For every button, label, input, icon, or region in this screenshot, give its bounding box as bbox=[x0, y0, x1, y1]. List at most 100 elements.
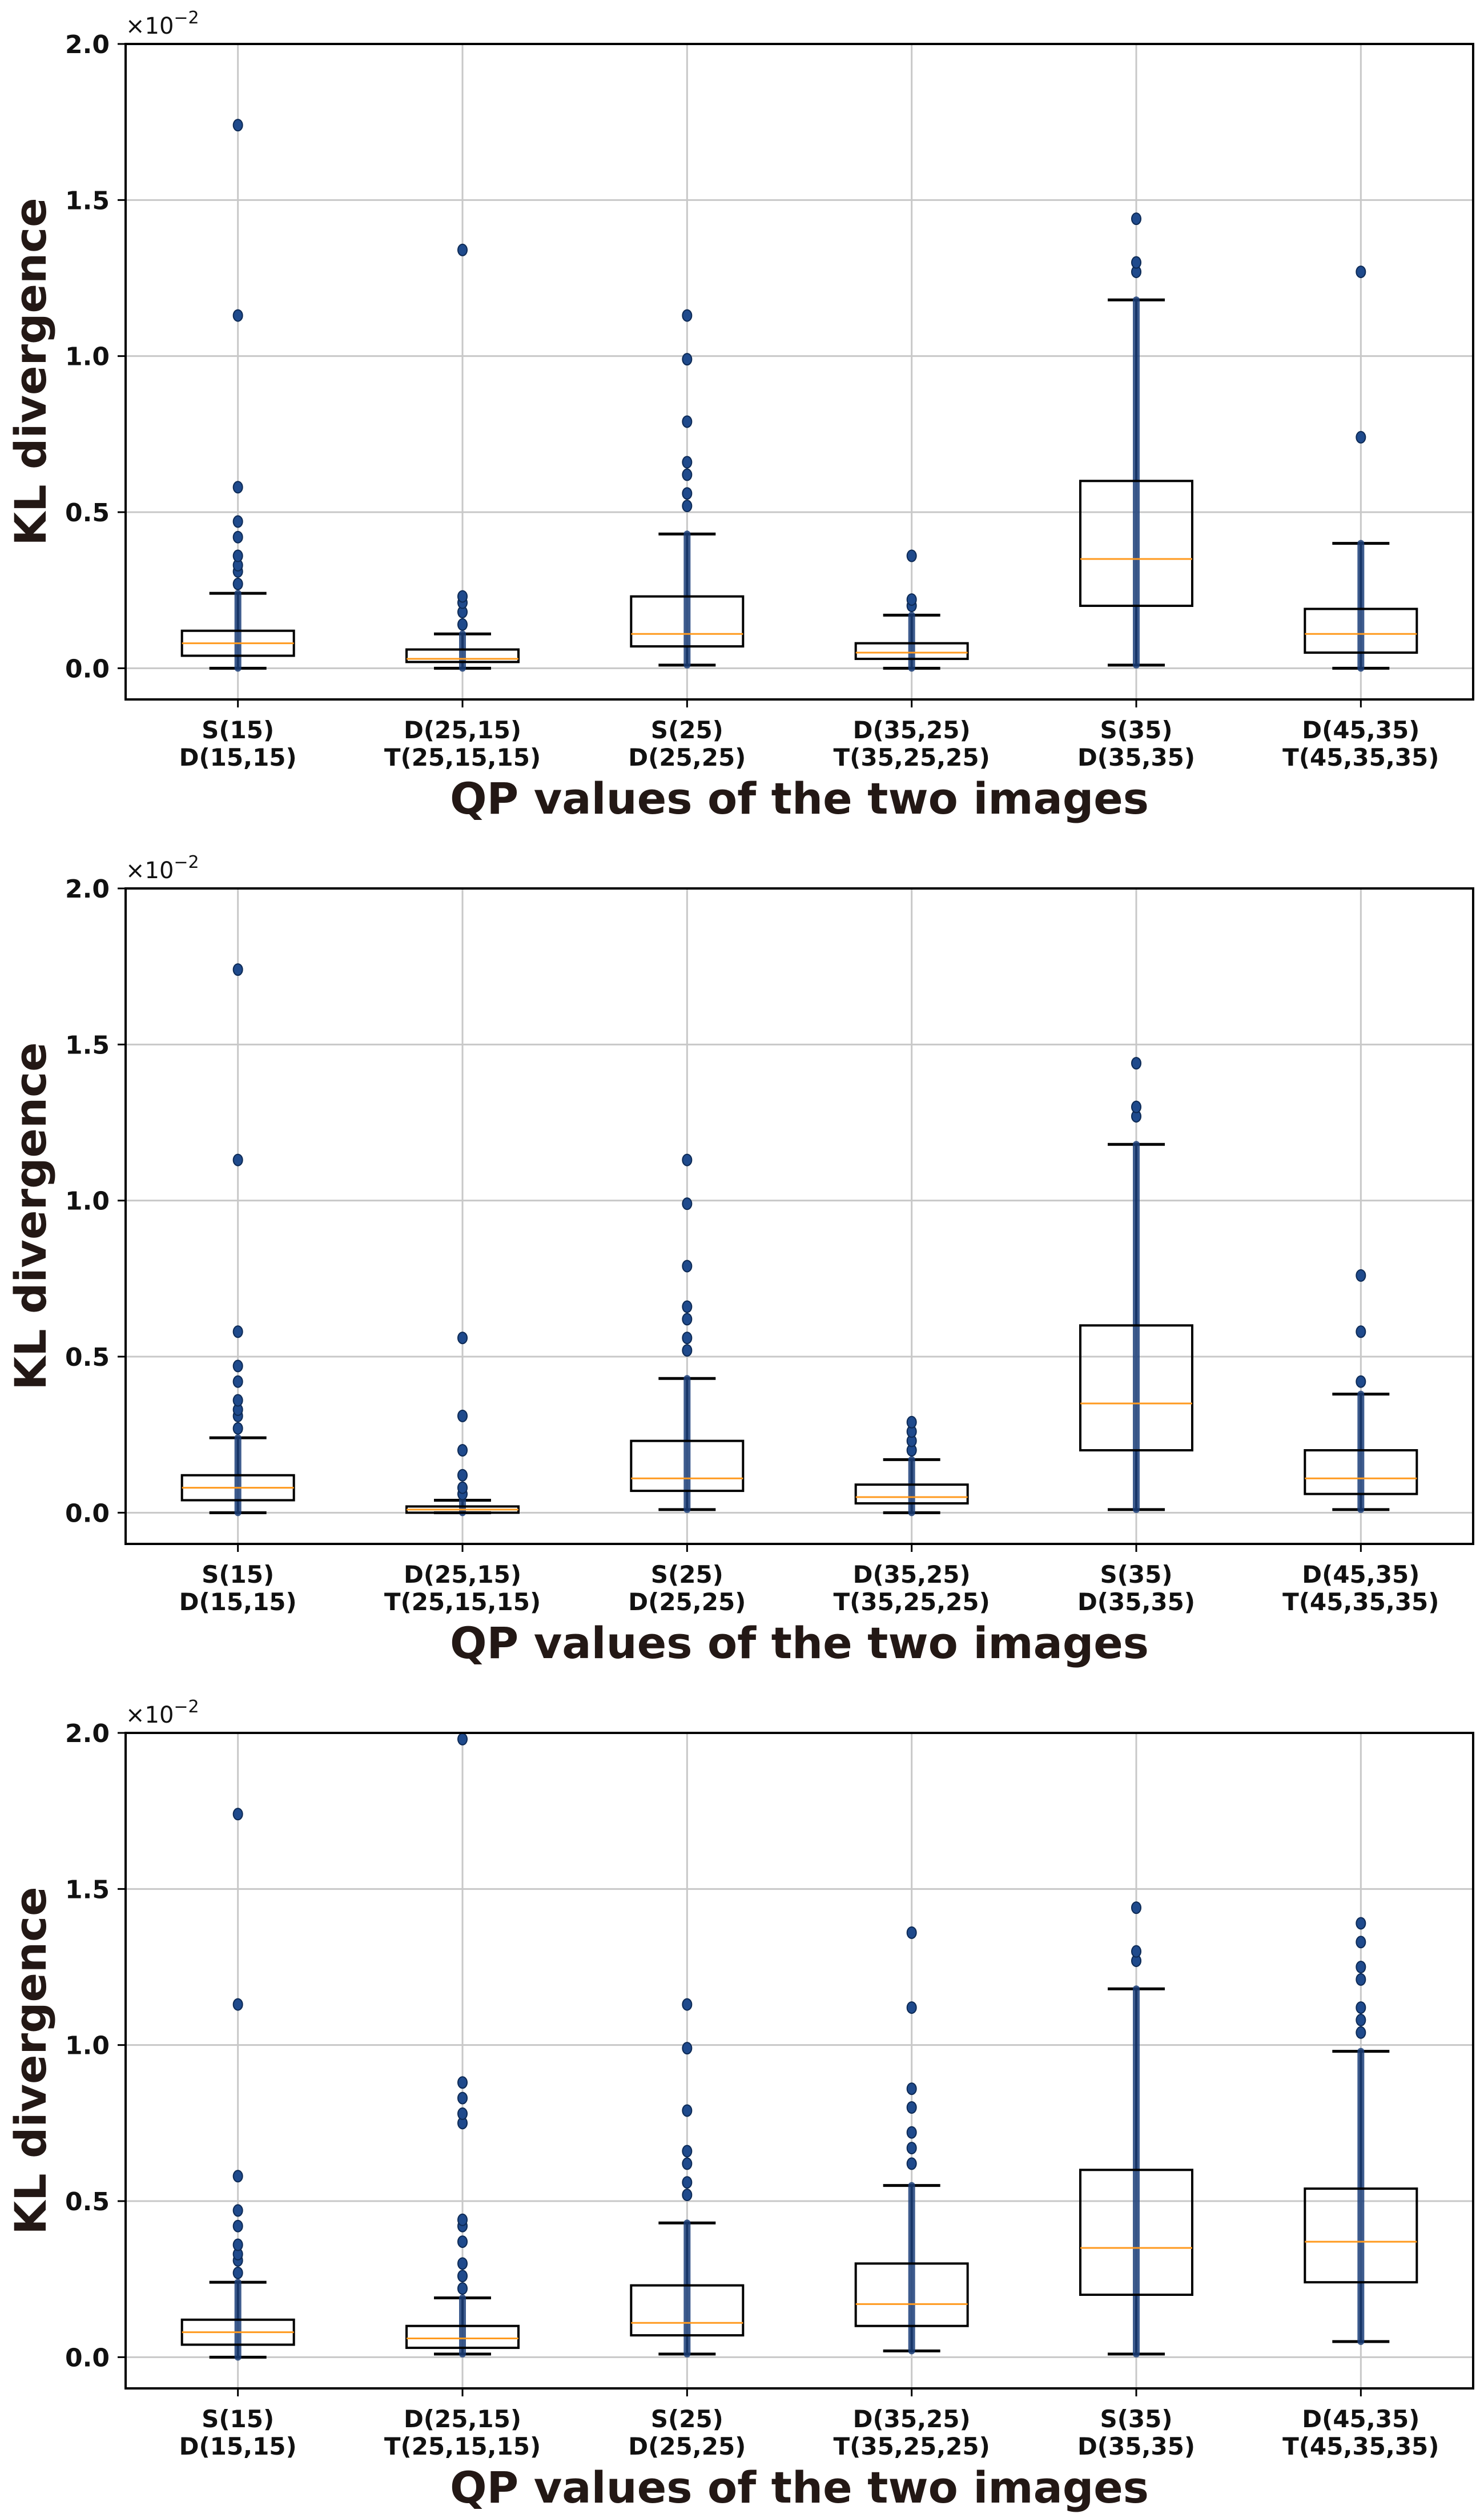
box bbox=[854, 642, 969, 660]
box-group-1 bbox=[180, 1808, 295, 2361]
box bbox=[1304, 608, 1418, 654]
x-tick-label-line2: D(15,15) bbox=[179, 743, 297, 771]
x-tick-label-line2: T(35,25,25) bbox=[834, 743, 990, 771]
x-tick-label-line1: S(25) bbox=[651, 2405, 723, 2433]
x-tick-label-line2: T(25,15,15) bbox=[384, 1588, 541, 1616]
flier-point bbox=[682, 468, 693, 481]
flier-point bbox=[457, 1444, 468, 1457]
flier-point bbox=[1131, 1901, 1141, 1914]
box bbox=[630, 2284, 745, 2337]
multiplier-base: ×10 bbox=[126, 13, 174, 39]
box-group-6 bbox=[1304, 1269, 1418, 1513]
x-tick-label-line2: T(35,25,25) bbox=[834, 2432, 990, 2460]
box-group-5 bbox=[1079, 1901, 1193, 2358]
flier-point bbox=[457, 2257, 468, 2270]
flier-point bbox=[906, 2001, 917, 2014]
flier-point bbox=[1131, 1945, 1141, 1958]
plot-frame bbox=[124, 43, 1474, 701]
flier-point bbox=[682, 456, 693, 469]
x-tick-label-line1: S(25) bbox=[651, 1560, 723, 1588]
flier-point bbox=[457, 2270, 468, 2283]
flier-point bbox=[1356, 1375, 1366, 1388]
flier-point bbox=[232, 1375, 243, 1388]
x-tick-label-line2: T(35,25,25) bbox=[834, 1588, 990, 1616]
y-tick-label: 2.0 bbox=[65, 875, 110, 904]
x-tick-label-line1: S(35) bbox=[1100, 2405, 1172, 2433]
y-axis-title: KL divergence bbox=[5, 198, 56, 545]
flier-point bbox=[457, 1732, 468, 1745]
y-tick-label: 1.0 bbox=[65, 2032, 110, 2061]
flier-point bbox=[232, 1998, 243, 2011]
box-group-3 bbox=[630, 1998, 745, 2358]
flier-point bbox=[1356, 431, 1366, 444]
flier-point bbox=[232, 577, 243, 590]
box bbox=[1079, 480, 1193, 607]
plot-frame bbox=[124, 1732, 1474, 2390]
flier-point bbox=[682, 1260, 693, 1273]
box-group-2 bbox=[405, 1332, 520, 1517]
multiplier-exponent: −2 bbox=[174, 8, 199, 28]
flier-point bbox=[232, 309, 243, 322]
y-tick-label: 0.0 bbox=[65, 2343, 110, 2372]
multiplier-base: ×10 bbox=[126, 1702, 174, 1728]
flier-point bbox=[682, 1153, 693, 1167]
flier-point bbox=[232, 119, 243, 132]
y-tick-label: 1.5 bbox=[65, 1875, 110, 1904]
y-tick-label: 0.5 bbox=[65, 1343, 110, 1372]
box-group-1 bbox=[180, 119, 295, 672]
box bbox=[854, 1483, 969, 1505]
y-tick-label: 2.0 bbox=[65, 1719, 110, 1748]
flier-point bbox=[457, 1409, 468, 1422]
flier-point bbox=[682, 2104, 693, 2117]
flier-point bbox=[457, 243, 468, 256]
flier-point bbox=[457, 618, 468, 631]
flier-point bbox=[457, 2235, 468, 2248]
box-group-5 bbox=[1079, 1057, 1193, 1513]
box-group-5 bbox=[1079, 212, 1193, 669]
x-tick-label-line2: T(25,15,15) bbox=[384, 743, 541, 771]
box bbox=[1304, 1449, 1418, 1495]
flier-point bbox=[906, 593, 917, 606]
box bbox=[1079, 2169, 1193, 2296]
flier-point bbox=[906, 2101, 917, 2114]
box-group-2 bbox=[405, 243, 520, 672]
flier-point bbox=[232, 549, 243, 562]
y-tick-label: 1.5 bbox=[65, 1031, 110, 1060]
flier-point bbox=[682, 309, 693, 322]
x-axis-title: QP values of the two images bbox=[450, 773, 1149, 824]
flier-point bbox=[682, 2157, 693, 2170]
x-tick-label-line1: S(15) bbox=[202, 716, 274, 744]
flier-point bbox=[232, 515, 243, 528]
flier-point bbox=[682, 1313, 693, 1326]
axis-multiplier: ×10−2 bbox=[126, 1697, 199, 1728]
flier-point bbox=[1131, 256, 1141, 269]
box-group-4 bbox=[854, 549, 969, 672]
flier-point bbox=[457, 2282, 468, 2295]
x-tick-label-line1: S(35) bbox=[1100, 716, 1172, 744]
flier-point bbox=[457, 2076, 468, 2089]
multiplier-exponent: −2 bbox=[174, 1697, 199, 1717]
y-tick-label: 1.5 bbox=[65, 186, 110, 215]
flier-point bbox=[457, 2091, 468, 2105]
flier-point bbox=[1356, 2001, 1366, 2014]
x-tick-label-line2: D(15,15) bbox=[179, 2432, 297, 2460]
flier-point bbox=[232, 1394, 243, 1407]
box-group-6 bbox=[1304, 1917, 1418, 2345]
flier-point bbox=[457, 1332, 468, 1345]
flier-point bbox=[906, 1415, 917, 1429]
x-tick-label-line2: D(25,25) bbox=[628, 743, 746, 771]
x-tick-label-line2: T(25,15,15) bbox=[384, 2432, 541, 2460]
y-tick-label: 1.0 bbox=[65, 1187, 110, 1216]
flier-point bbox=[682, 1197, 693, 1210]
flier-point bbox=[1356, 2026, 1366, 2039]
flier-point bbox=[682, 2189, 693, 2202]
y-tick-label: 0.5 bbox=[65, 2187, 110, 2217]
flier-point bbox=[232, 1325, 243, 1338]
flier-point bbox=[232, 963, 243, 976]
box-group-3 bbox=[630, 309, 745, 669]
x-tick-label-line2: D(35,35) bbox=[1077, 743, 1195, 771]
chart-panel-3: 0.0 0.5 1.0 1.5 2.0 ×10−2 S(15)D(15,15) D(25,15… bbox=[5, 1697, 1474, 2513]
x-tick-label-line2: T(45,35,35) bbox=[1282, 1588, 1439, 1616]
x-axis-title: QP values of the two images bbox=[450, 1618, 1149, 1668]
